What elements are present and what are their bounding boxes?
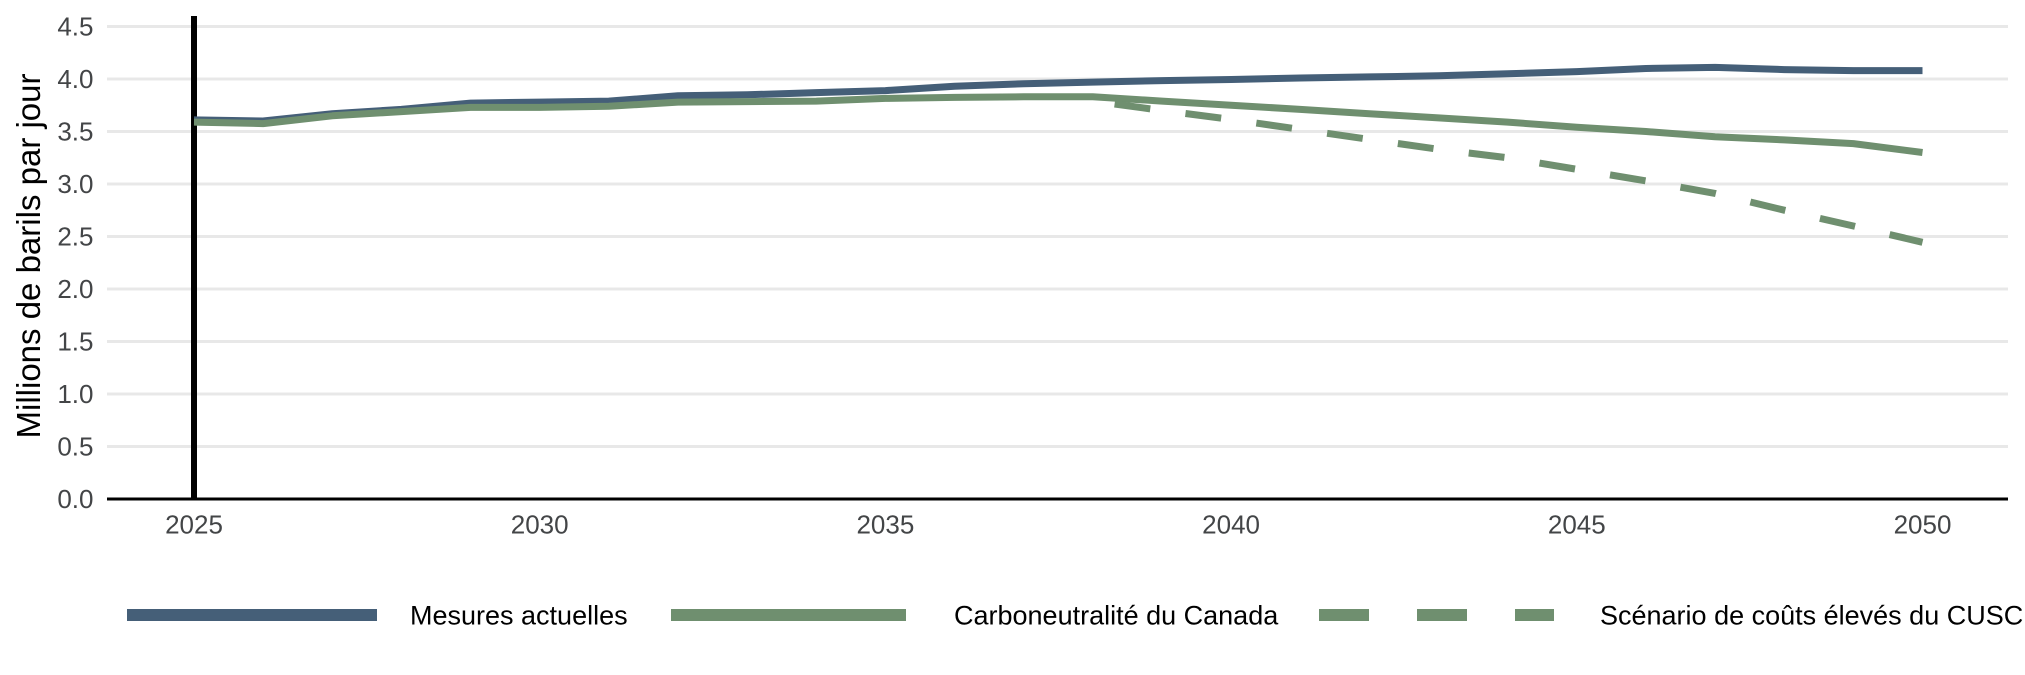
svg-text:2030: 2030 [511, 510, 569, 540]
svg-text:Scénario de coûts élevés du CU: Scénario de coûts élevés du CUSC [1600, 601, 2023, 631]
svg-text:2.0: 2.0 [57, 274, 93, 304]
svg-text:0.5: 0.5 [57, 431, 93, 461]
svg-text:2025: 2025 [165, 510, 223, 540]
svg-text:Carboneutralité du Canada: Carboneutralité du Canada [954, 601, 1279, 631]
svg-text:1.0: 1.0 [57, 379, 93, 409]
svg-text:4.0: 4.0 [57, 64, 93, 94]
svg-text:3.0: 3.0 [57, 169, 93, 199]
svg-text:0.0: 0.0 [57, 484, 93, 514]
svg-text:Millions de barils par jour: Millions de barils par jour [10, 73, 47, 438]
svg-text:2035: 2035 [856, 510, 914, 540]
svg-text:Mesures actuelles: Mesures actuelles [410, 601, 628, 631]
svg-text:1.5: 1.5 [57, 326, 93, 356]
svg-text:4.5: 4.5 [57, 11, 93, 41]
svg-text:2040: 2040 [1202, 510, 1260, 540]
svg-text:2050: 2050 [1894, 510, 1952, 540]
svg-text:2.5: 2.5 [57, 221, 93, 251]
svg-text:2045: 2045 [1548, 510, 1606, 540]
svg-text:3.5: 3.5 [57, 116, 93, 146]
